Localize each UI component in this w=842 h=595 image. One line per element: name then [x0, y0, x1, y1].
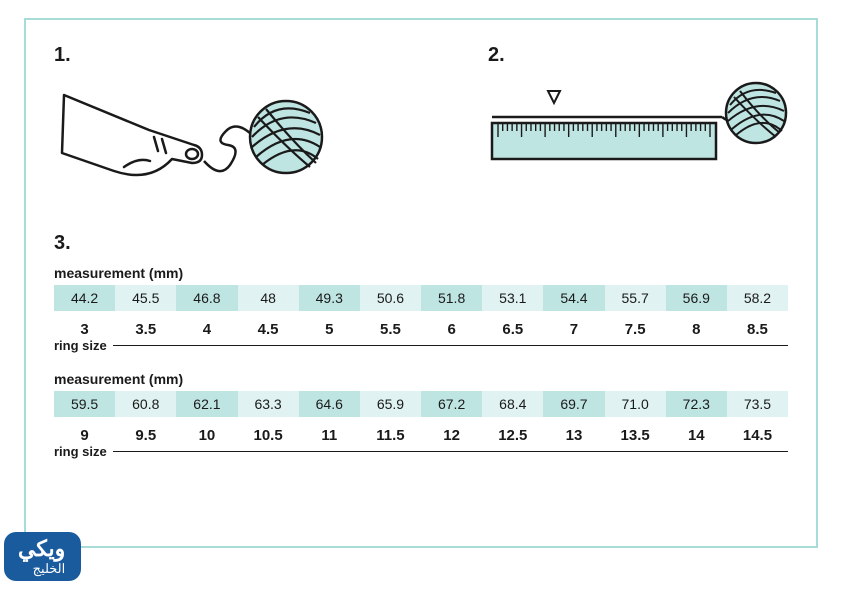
ring-size-divider-1: ring size [54, 338, 788, 353]
logo-line-1: ويكي [18, 538, 65, 560]
mm-cell: 62.1 [176, 391, 237, 417]
size-cell: 14 [666, 421, 727, 446]
size-cell: 7 [543, 315, 604, 340]
size-cell: 14.5 [727, 421, 788, 446]
size-cell: 11.5 [360, 421, 421, 446]
step-1-illustration [54, 75, 334, 205]
ring-size-label-2: ring size [54, 444, 113, 459]
size-cell: 12.5 [482, 421, 543, 446]
size-cell: 4.5 [238, 315, 299, 340]
mm-cell: 73.5 [727, 391, 788, 417]
step-3-label: 3. [54, 232, 788, 255]
mm-cell: 54.4 [543, 285, 604, 311]
step-2-label: 2. [488, 44, 788, 67]
mm-cell: 46.8 [176, 285, 237, 311]
mm-cell: 65.9 [360, 391, 421, 417]
size-cell: 9.5 [115, 421, 176, 446]
measurement-label-1: measurement (mm) [54, 265, 788, 281]
mm-cell: 55.7 [605, 285, 666, 311]
mm-cell: 53.1 [482, 285, 543, 311]
divider-line-2 [113, 451, 788, 452]
measurement-label-2: measurement (mm) [54, 371, 788, 387]
size-cell: 13.5 [605, 421, 666, 446]
table-1-size-row: 33.544.555.566.577.588.5 [54, 315, 788, 340]
table-1-mm-row: 44.245.546.84849.350.651.853.154.455.756… [54, 285, 788, 311]
size-table-2: measurement (mm) 59.560.862.163.364.665.… [54, 371, 788, 459]
mm-cell: 63.3 [238, 391, 299, 417]
size-cell: 6.5 [482, 315, 543, 340]
table-2-size-row: 99.51010.51111.51212.51313.51414.5 [54, 421, 788, 446]
mm-cell: 48 [238, 285, 299, 311]
mm-cell: 50.6 [360, 285, 421, 311]
step-2: 2. [488, 44, 788, 224]
ruler-and-yarn-icon [488, 75, 788, 205]
mm-cell: 67.2 [421, 391, 482, 417]
size-cell: 7.5 [605, 315, 666, 340]
ring-size-label-1: ring size [54, 338, 113, 353]
mm-cell: 68.4 [482, 391, 543, 417]
size-cell: 3.5 [115, 315, 176, 340]
table-2-mm-row: 59.560.862.163.364.665.967.268.469.771.0… [54, 391, 788, 417]
size-cell: 6 [421, 315, 482, 340]
size-cell: 8 [666, 315, 727, 340]
size-cell: 3 [54, 315, 115, 340]
size-cell: 4 [176, 315, 237, 340]
step-1: 1. [54, 44, 334, 224]
size-cell: 11 [299, 421, 360, 446]
size-cell: 5 [299, 315, 360, 340]
step-1-label: 1. [54, 44, 334, 67]
size-cell: 12 [421, 421, 482, 446]
top-illustrations-row: 1. [54, 44, 788, 224]
mm-cell: 72.3 [666, 391, 727, 417]
mm-cell: 56.9 [666, 285, 727, 311]
mm-cell: 45.5 [115, 285, 176, 311]
source-logo-badge: ويكي الخليج [4, 532, 81, 581]
size-cell: 10.5 [238, 421, 299, 446]
ring-size-divider-2: ring size [54, 444, 788, 459]
mm-cell: 69.7 [543, 391, 604, 417]
step-2-illustration [488, 75, 788, 205]
guide-frame: 1. [24, 18, 818, 548]
divider-line-1 [113, 345, 788, 346]
mm-cell: 71.0 [605, 391, 666, 417]
mm-cell: 60.8 [115, 391, 176, 417]
mm-cell: 49.3 [299, 285, 360, 311]
logo-line-2: الخليج [18, 562, 65, 575]
mm-cell: 59.5 [54, 391, 115, 417]
mm-cell: 58.2 [727, 285, 788, 311]
size-cell: 9 [54, 421, 115, 446]
size-table-1: measurement (mm) 44.245.546.84849.350.65… [54, 265, 788, 353]
size-cell: 10 [176, 421, 237, 446]
hand-and-yarn-icon [54, 75, 334, 205]
mm-cell: 44.2 [54, 285, 115, 311]
size-cell: 8.5 [727, 315, 788, 340]
mm-cell: 64.6 [299, 391, 360, 417]
mm-cell: 51.8 [421, 285, 482, 311]
size-cell: 5.5 [360, 315, 421, 340]
size-cell: 13 [543, 421, 604, 446]
